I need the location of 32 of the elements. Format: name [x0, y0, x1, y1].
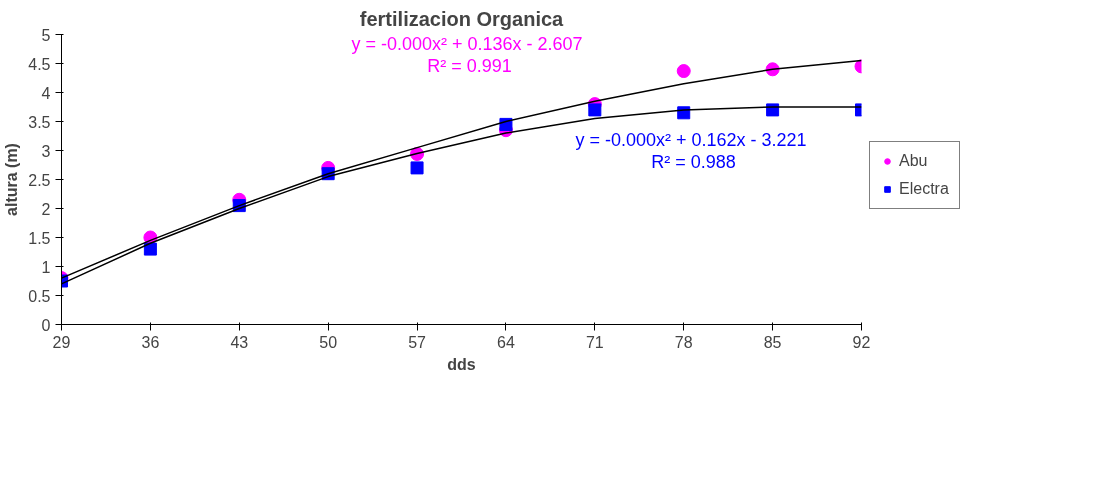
- y-tick-label: 2: [41, 200, 51, 218]
- legend-label: Electra: [899, 180, 949, 198]
- point: [143, 242, 157, 256]
- x-tick-label: 57: [408, 333, 427, 351]
- x-tick-label: 43: [230, 333, 249, 351]
- y-axis-title: altura (m): [3, 143, 21, 216]
- y-tick-label: 4: [41, 84, 51, 102]
- x-axis-title: dds: [447, 355, 476, 373]
- annotation: y = -0.000x² + 0.136x - 2.607 R² = 0.991: [351, 33, 583, 76]
- x-tick-label: 64: [497, 333, 515, 351]
- y-tick-label: 1: [41, 258, 51, 276]
- y-tick-label: 5: [41, 26, 51, 44]
- chart-title: fertilizacion Organica: [359, 7, 565, 30]
- y-tick-label: 4.5: [28, 55, 51, 73]
- y-tick-label: 2.5: [28, 171, 51, 189]
- y-tick-label: 0: [41, 316, 51, 334]
- point: [588, 103, 602, 117]
- y-tick-label: 3: [41, 142, 51, 160]
- legend-label: Abu: [899, 152, 928, 170]
- y-tick-label: 1.5: [28, 229, 51, 247]
- point: [676, 64, 691, 79]
- x-tick-label: 85: [763, 333, 782, 351]
- point: [410, 161, 424, 175]
- x-tick-label: 92: [852, 333, 871, 351]
- y-tick-label: 0.5: [28, 287, 51, 305]
- x-tick-label: 71: [585, 333, 604, 351]
- x-tick-label: 29: [52, 333, 71, 351]
- annotation: y = -0.000x² + 0.162x - 3.221 R² = 0.988: [575, 129, 807, 172]
- x-tick-label: 78: [674, 333, 693, 351]
- x-tick-label: 36: [141, 333, 160, 351]
- y-tick-label: 3.5: [28, 113, 51, 131]
- x-tick-label: 50: [319, 333, 338, 351]
